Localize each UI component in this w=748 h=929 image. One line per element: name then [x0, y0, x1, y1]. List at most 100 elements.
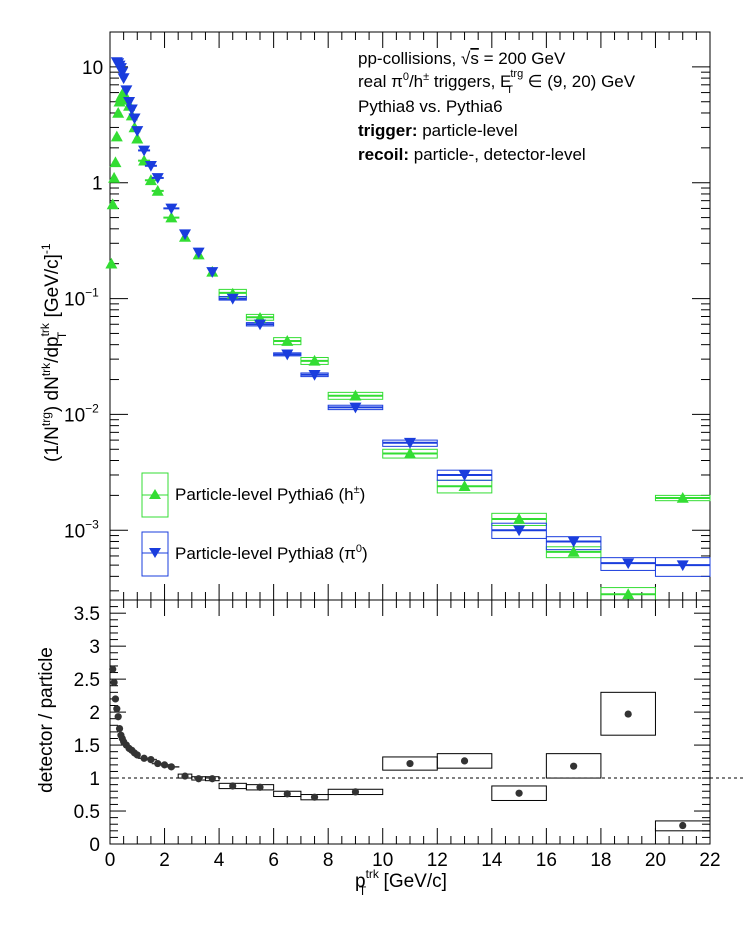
pythia6-point — [513, 513, 526, 524]
ratio-point — [133, 751, 141, 759]
ratio-syst-box — [600, 691, 656, 736]
ratio-point — [679, 821, 687, 830]
x-tick-label: 0 — [105, 850, 116, 871]
pythia8-point — [308, 369, 321, 381]
pythia6-point — [567, 545, 580, 557]
annotation-line-4: trigger: particle-level — [358, 121, 518, 140]
pythia8-point — [192, 247, 205, 259]
annotation-line-3: Pythia8 vs. Pythia6 — [358, 97, 503, 116]
pythia8-point — [206, 267, 219, 278]
pythia6-point — [349, 389, 362, 401]
pythia8-point — [254, 319, 266, 331]
annotation-line-2: real π0/h± triggers, Etrg T ∈ (9, 20) GeV — [358, 68, 636, 96]
ratio-syst-box — [436, 753, 493, 769]
legend-marker-pythia6 — [149, 489, 161, 499]
x-tick-label: 22 — [699, 850, 720, 871]
annotation-line-1: pp-collisions, √s = 200 GeV — [358, 49, 566, 68]
ratio-point — [114, 713, 122, 721]
x-tick-label: 14 — [481, 850, 503, 871]
bottom-systematic-boxes — [177, 691, 711, 832]
x-tick-label: 20 — [645, 850, 666, 871]
pythia8-syst-box — [654, 557, 711, 577]
legend-entry-pythia6: Particle-level Pythia6 (h±) — [141, 472, 365, 518]
x-tick-label: 2 — [159, 850, 170, 871]
ratio-point — [147, 755, 155, 764]
x-tick-label: 8 — [323, 850, 334, 871]
pythia6-point — [676, 491, 689, 503]
ratio-point — [115, 724, 124, 733]
ratio-point — [208, 775, 216, 783]
bottom-y-axis-title: detector / particle — [36, 647, 57, 793]
ratio-point — [167, 763, 175, 771]
top-y-axis: 10 1 10−1 10−2 10−3 — [64, 31, 711, 600]
bottom-y-tick-label: 3.5 — [74, 604, 100, 625]
bottom-y-tick-label: 0.5 — [74, 802, 100, 823]
x-tick-label: 18 — [590, 850, 611, 871]
bottom-data-points — [109, 665, 687, 830]
top-y-tick-label: 10 — [82, 58, 103, 79]
pythia6-point — [404, 447, 416, 459]
top-y-tick-label: 10−3 — [64, 517, 99, 542]
ratio-point — [113, 705, 121, 713]
legend-marker-pythia8 — [149, 548, 161, 558]
ratio-point — [515, 789, 523, 797]
annotation-block: pp-collisions, √s = 200 GeV real π0/h± t… — [358, 49, 636, 164]
pythia8-point — [179, 229, 191, 241]
bottom-y-tick-label: 0 — [89, 835, 100, 856]
ratio-point — [310, 793, 319, 801]
top-y-axis-title: (1/Ntrg) dNtrk/dptrk T [GeV/c]-1 — [38, 243, 69, 462]
top-y-tick-label: 10−2 — [64, 401, 99, 426]
bottom-plot-frame — [109, 599, 711, 845]
legend-label-pythia8: Particle-level Pythia8 (π0) — [175, 543, 368, 563]
legend-box-pythia8 — [141, 531, 169, 577]
pythia6-point — [281, 335, 294, 346]
top-plot-frame — [109, 31, 711, 601]
ratio-point — [460, 757, 469, 765]
pythia8-point — [458, 470, 471, 481]
ratio-point — [283, 790, 291, 798]
ratio-syst-box — [545, 753, 602, 779]
bottom-y-tick-label: 2.5 — [74, 670, 100, 691]
top-y-tick-label: 10−1 — [64, 286, 99, 311]
x-tick-label: 10 — [372, 850, 393, 871]
ratio-point — [229, 782, 237, 790]
ratio-point — [256, 783, 264, 791]
pythia8-point — [567, 536, 580, 548]
ratio-point — [110, 678, 118, 687]
ratio-point — [111, 695, 120, 703]
x-axis-title: ptrk T [GeV/c] — [355, 867, 447, 898]
ratio-point — [195, 775, 203, 783]
ratio-point — [624, 710, 632, 718]
pythia8-point — [404, 437, 416, 449]
legend: Particle-level Pythia6 (h±) Particle-lev… — [141, 472, 368, 577]
pythia8-point — [349, 402, 362, 414]
pythia6-point — [622, 588, 635, 600]
pythia6-point — [308, 354, 321, 366]
bottom-y-tick-label: 2 — [89, 703, 100, 724]
ratio-point — [406, 759, 414, 768]
pythia8-point — [281, 349, 294, 361]
ratio-point — [109, 665, 117, 673]
pythia8-point — [622, 558, 635, 570]
ratio-point — [181, 772, 189, 780]
ratio-point — [154, 759, 162, 768]
x-tick-label: 4 — [214, 850, 225, 871]
ratio-syst-box — [654, 820, 711, 832]
pythia8-point — [226, 293, 239, 305]
pythia8-point — [513, 525, 526, 537]
legend-label-pythia6: Particle-level Pythia6 (h±) — [175, 484, 365, 504]
x-tick-label: 12 — [427, 850, 448, 871]
ratio-syst-box — [491, 785, 547, 801]
top-data-points — [105, 57, 689, 600]
ratio-point — [570, 762, 578, 770]
legend-entry-pythia8: Particle-level Pythia8 (π0) — [141, 531, 368, 577]
pythia6-point — [458, 480, 471, 492]
ratio-point — [140, 754, 148, 762]
bottom-y-tick-label: 1.5 — [74, 736, 100, 757]
bottom-y-tick-label: 3 — [89, 637, 100, 658]
x-tick-label: 6 — [268, 850, 279, 871]
top-y-tick-label: 1 — [92, 174, 103, 195]
ratio-point — [351, 788, 360, 796]
